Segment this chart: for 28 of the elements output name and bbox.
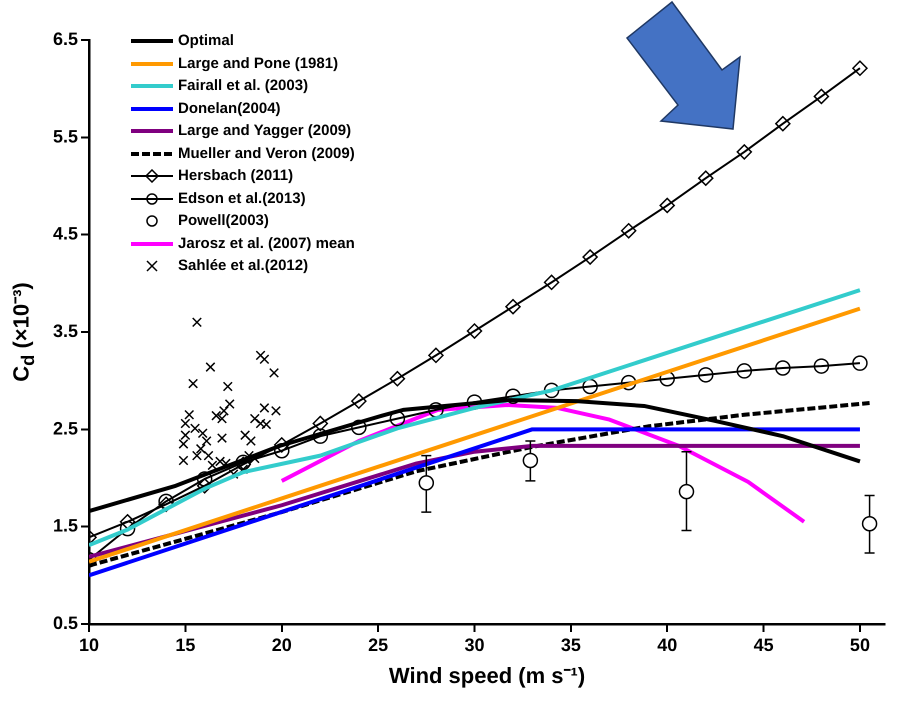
legend-label: Large and Pone (1981)	[178, 54, 338, 74]
legend-label: Donelan(2004)	[178, 98, 281, 118]
legend-label: Jarosz et al. (2007) mean	[178, 234, 355, 254]
legend-label: Mueller and Veron (2009)	[178, 144, 355, 164]
legend-label: Hersbach (2011)	[178, 166, 294, 186]
y-tick-label: 4.5	[52, 224, 78, 244]
y-tick-label: 0.5	[52, 612, 78, 633]
x-tick-label: 40	[657, 634, 678, 655]
legend-label: Fairall et al. (2003)	[178, 76, 308, 96]
x-tick-label: 30	[464, 634, 484, 655]
y-tick-label: 3.5	[52, 320, 78, 341]
x-tick-label: 50	[850, 634, 870, 655]
x-tick-label: 35	[560, 634, 581, 655]
y-tick-label: 6.5	[52, 28, 78, 49]
x-tick-label: 45	[754, 634, 774, 655]
y-tick-label: 1.5	[52, 516, 78, 536]
legend-label: Sahlée et al.(2012)	[178, 256, 308, 276]
x-tick-label: 20	[272, 634, 292, 655]
y-tick-label: 5.5	[52, 126, 78, 146]
legend-label: Large and Yagger (2009)	[178, 121, 352, 141]
x-tick-label: 25	[368, 634, 388, 655]
y-tick-label: 2.5	[52, 418, 78, 438]
legend-label: Edson et al.(2013)	[178, 188, 306, 208]
legend-label: Powell(2003)	[178, 211, 269, 231]
x-tick-label: 10	[79, 634, 100, 655]
x-axis-title: Wind speed (m s⁻¹)	[388, 662, 586, 688]
x-tick-label: 15	[175, 634, 196, 655]
legend-label: Optimal	[178, 31, 234, 51]
